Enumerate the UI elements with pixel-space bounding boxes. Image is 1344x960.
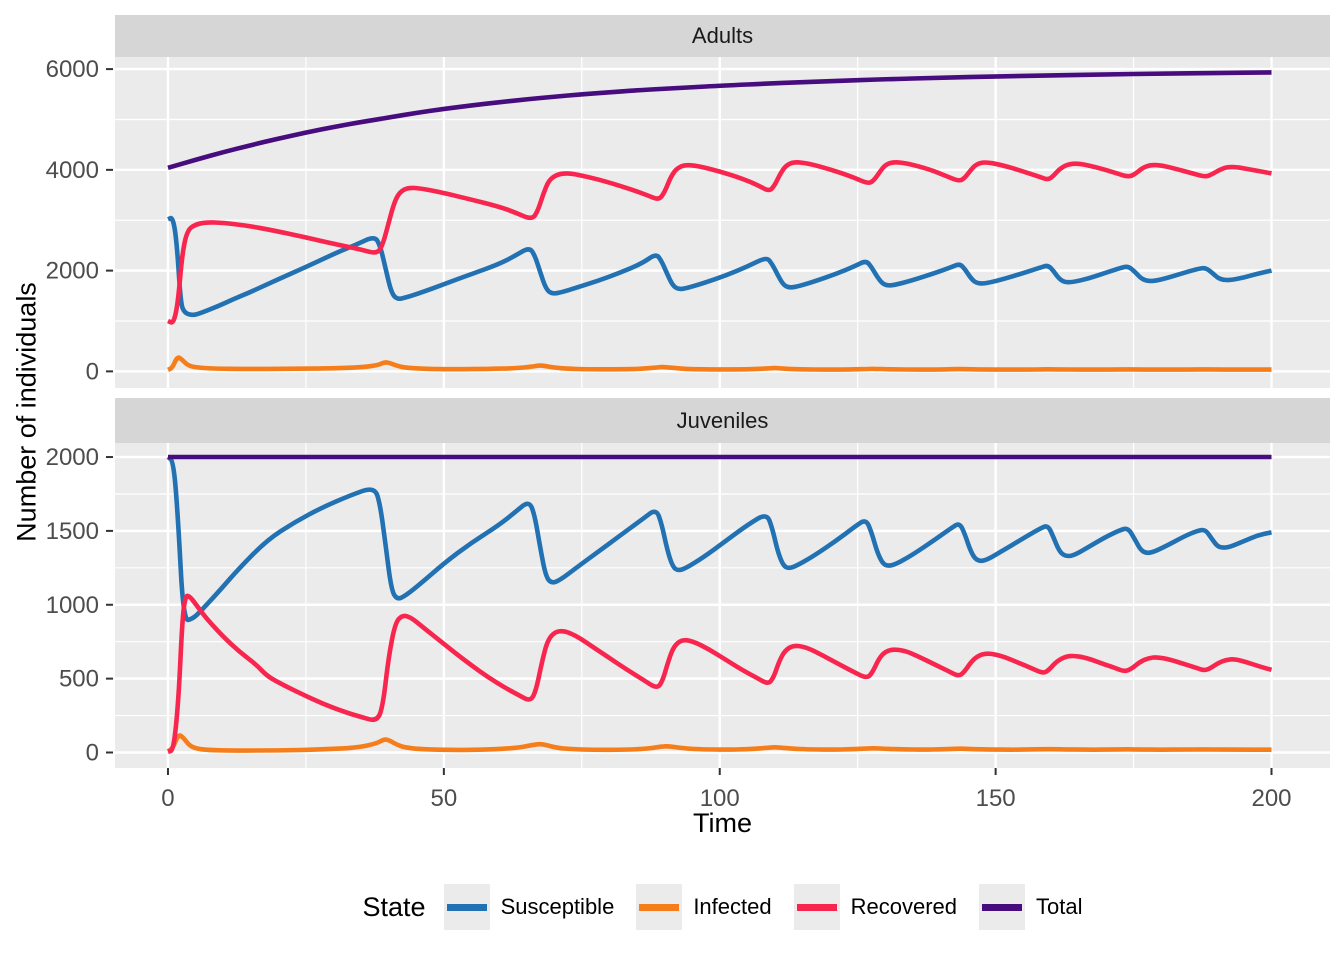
- series-group-juveniles: [166, 454, 1273, 755]
- series-line-susceptible-adults: [167, 215, 1272, 318]
- legend-key-box: [793, 884, 840, 930]
- legend-key-box: [636, 884, 683, 930]
- x-tick-label: 100: [700, 785, 740, 812]
- facet-strip-juveniles: [115, 398, 1330, 443]
- legend-key-box: [978, 884, 1025, 930]
- panel-background-adults: [115, 57, 1330, 388]
- y-tick-label: 1000: [46, 592, 99, 619]
- series-line-total-adults: [167, 70, 1272, 171]
- legend-key-line-total: [981, 903, 1022, 911]
- x-tick-label: 50: [431, 785, 458, 812]
- legend: State Susceptible Infected Recovered Tot…: [115, 880, 1330, 934]
- legend-item-infected: Infected: [636, 884, 772, 930]
- y-tick-label: 6000: [46, 56, 99, 83]
- series-line-susceptible-juveniles: [166, 455, 1272, 623]
- legend-title: State: [362, 891, 426, 922]
- facet-strip-label-adults: Adults: [691, 23, 754, 48]
- legend-item-recovered: Recovered: [793, 884, 957, 930]
- y-tick-label: 0: [86, 739, 99, 766]
- series-group-adults: [167, 70, 1272, 372]
- legend-item-susceptible: Susceptible: [443, 884, 615, 930]
- legend-label-susceptible: Susceptible: [500, 894, 615, 919]
- legend-label-recovered: Recovered: [850, 894, 957, 919]
- legend-item-total: Total: [978, 884, 1083, 930]
- legend-label-infected: Infected: [693, 894, 772, 919]
- series-line-recovered-juveniles: [167, 593, 1273, 755]
- series-line-recovered-adults: [167, 160, 1272, 325]
- series-line-infected-juveniles: [166, 733, 1272, 754]
- legend-label-total: Total: [1035, 894, 1083, 919]
- x-axis-title: Time: [693, 808, 752, 838]
- y-tick-label: 2000: [46, 444, 99, 471]
- x-tick-label: 200: [1251, 785, 1291, 812]
- x-tick-label: 150: [976, 785, 1016, 812]
- y-tick-label: 2000: [46, 258, 99, 285]
- y-axis-title: Number of individuals: [11, 282, 42, 542]
- legend-key-line-recovered: [796, 903, 837, 911]
- legend-key-line-infected: [639, 903, 680, 911]
- facet-strip-label-juveniles: Juveniles: [676, 407, 769, 433]
- facet-strip-adults: [115, 15, 1330, 57]
- y-tick-label: 500: [59, 666, 99, 693]
- y-tick-label: 4000: [46, 157, 99, 184]
- legend-key-line-susceptible: [446, 903, 487, 911]
- y-tick-label: 1500: [46, 518, 99, 545]
- legend-key-box: [443, 884, 490, 930]
- series-line-infected-adults: [167, 355, 1272, 372]
- y-tick-label: 0: [86, 358, 99, 385]
- x-tick-label: 0: [161, 785, 174, 812]
